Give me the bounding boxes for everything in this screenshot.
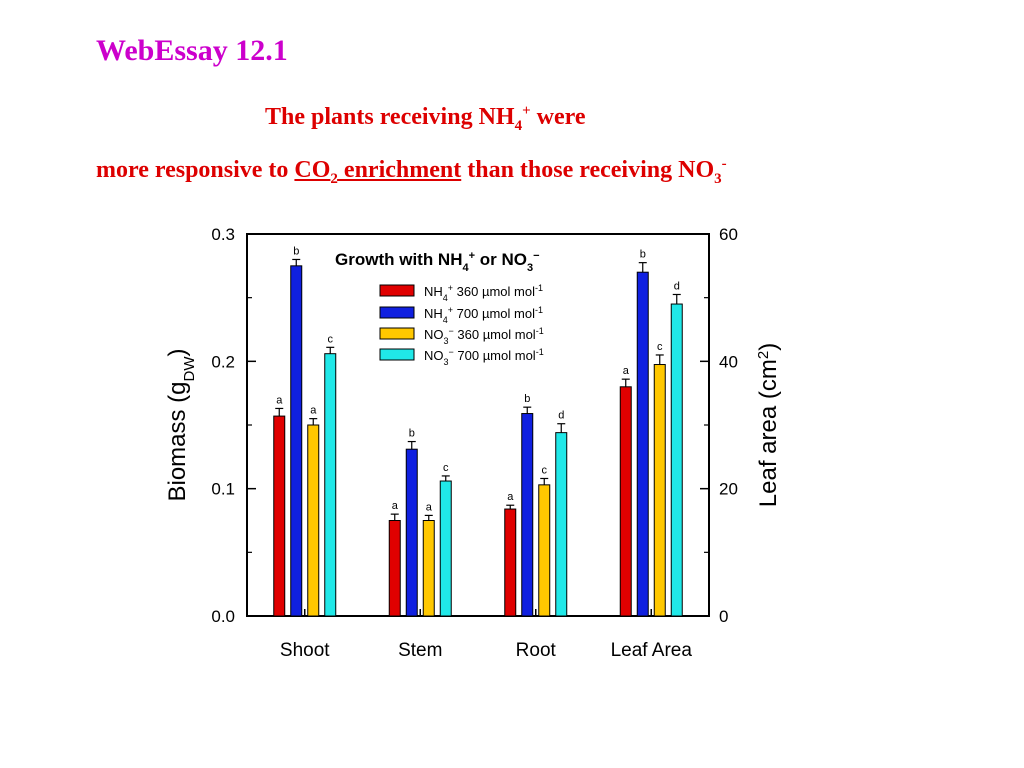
legend-label-no3-360: NO3− 360 µmol mol-1 (424, 326, 544, 346)
significance-letter: c (443, 462, 449, 474)
legend-swatch-nh4-700 (379, 306, 415, 319)
line1-end: were (530, 104, 586, 130)
right-tick-label: 40 (719, 352, 738, 371)
bars: a b a c a b a c a b c d a b c d (273, 245, 683, 617)
co2-subscript: 2 (330, 170, 338, 187)
legend-swatch-nh4-360 (379, 284, 415, 297)
bar (521, 413, 534, 617)
significance-letter: c (542, 464, 548, 476)
significance-letter: b (640, 249, 646, 261)
line2-text: more responsive to (96, 157, 295, 183)
significance-letter: a (392, 500, 399, 512)
enrichment-text: enrichment (337, 157, 462, 183)
line1-subscript: 4 (514, 117, 523, 134)
bar (273, 415, 286, 617)
right-tick-label: 20 (719, 480, 738, 499)
significance-letter: d (674, 280, 680, 292)
right-tick-label: 0 (719, 607, 728, 626)
category-label: Stem (398, 640, 442, 661)
bar (653, 364, 666, 617)
bar (290, 265, 303, 617)
line1-text: The plants receiving NH (265, 104, 515, 130)
significance-letter: d (558, 410, 564, 422)
bar (422, 520, 435, 617)
no3-superscript: - (721, 156, 727, 172)
significance-letter: a (276, 394, 283, 406)
bar (555, 432, 568, 617)
significance-letter: b (409, 428, 415, 440)
essay-title: WebEssay 12.1 (96, 34, 288, 67)
no3-subscript: 3 (714, 170, 722, 187)
significance-letter: a (507, 491, 514, 503)
bar (636, 271, 649, 617)
bar (405, 448, 418, 617)
left-tick-label: 0.3 (211, 225, 235, 244)
category-label: Root (516, 640, 557, 661)
co2-text: CO (294, 157, 331, 183)
line2-mid: than those receiving NO (461, 157, 715, 183)
significance-letter: a (310, 405, 317, 417)
chart-title: Growth with NH4+ or NO3− (335, 250, 540, 274)
significance-letter: b (293, 245, 299, 257)
bar (538, 484, 551, 617)
bar (324, 353, 337, 617)
y-axis-right-label: Leaf area (cm2) (755, 343, 783, 507)
legend-swatch-no3-360 (379, 327, 415, 340)
significance-letter: c (657, 341, 663, 353)
axis-ticks: 0.0 0.1 0.2 0.3 0 20 40 60 Shoot Stem Root Leaf Are… (211, 225, 738, 661)
left-tick-label: 0.1 (211, 480, 235, 499)
bar (670, 303, 683, 617)
legend-swatch-no3-700 (379, 348, 415, 361)
bar (307, 424, 320, 617)
significance-letter: a (426, 501, 433, 513)
bar (504, 508, 517, 617)
significance-letter: a (623, 365, 630, 377)
legend-label-nh4-700: NH4+ 700 µmol mol-1 (424, 305, 543, 325)
left-tick-label: 0.2 (211, 352, 235, 371)
significance-letter: c (328, 333, 334, 345)
category-label: Leaf Area (611, 640, 693, 661)
co2-enrichment-phrase: CO2 enrichment (294, 157, 462, 186)
subtitle-line-1: The plants receiving NH4+ were (265, 103, 586, 134)
significance-letter: b (524, 393, 530, 405)
y-axis-left-label: Biomass (gDW) (164, 348, 198, 501)
subtitle-line-2: more responsive to CO2 enrichment than t… (96, 156, 727, 187)
line1-superscript: + (522, 103, 531, 119)
legend-label-nh4-360: NH4+ 360 µmol mol-1 (424, 283, 543, 303)
left-tick-label: 0.0 (211, 607, 235, 626)
category-label: Shoot (280, 640, 330, 661)
bar (439, 480, 452, 617)
bar (619, 386, 632, 617)
legend-label-no3-700: NO3− 700 µmol mol-1 (424, 347, 544, 367)
bar (388, 520, 401, 617)
legend: NH4+ 360 µmol mol-1 NH4+ 700 µmol mol-1 … (379, 283, 544, 367)
right-tick-label: 60 (719, 225, 738, 244)
